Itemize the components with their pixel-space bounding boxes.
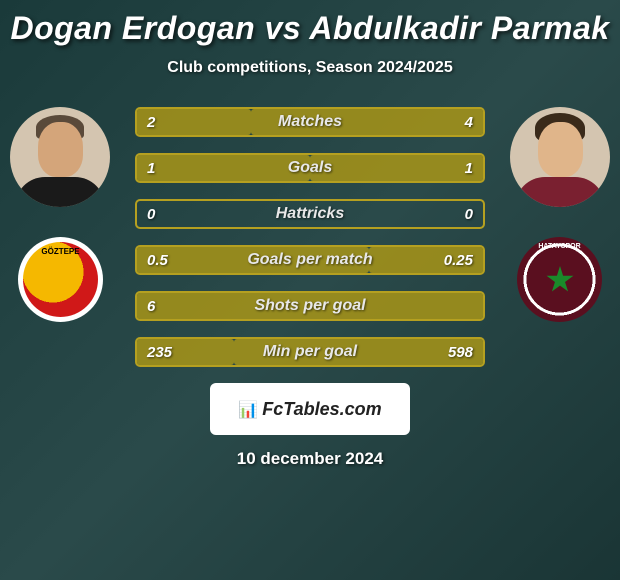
player1-club-badge [18, 237, 103, 322]
stat-value-left: 1 [147, 160, 155, 177]
chart-icon: 📊 [238, 400, 258, 420]
stat-value-left: 2 [147, 114, 155, 131]
stat-label: Matches [278, 113, 342, 131]
brand-badge: 📊FcTables.com [210, 383, 410, 435]
goztepe-badge-icon [23, 242, 98, 317]
player1-avatar [10, 107, 110, 207]
stat-value-left: 235 [147, 344, 172, 361]
stat-value-left: 0 [147, 206, 155, 223]
player2-avatar [510, 107, 610, 207]
brand-text: FcTables.com [262, 399, 381, 419]
stat-label: Min per goal [263, 343, 357, 361]
season-subtitle: Club competitions, Season 2024/2025 [0, 59, 620, 77]
stat-value-left: 0.5 [147, 252, 168, 269]
stat-value-right: 0.25 [444, 252, 473, 269]
stat-row: 235 598 Min per goal [135, 337, 485, 367]
stat-row: 1 1 Goals [135, 153, 485, 183]
stat-label: Hattricks [276, 205, 344, 223]
hatayspor-badge-icon [517, 237, 602, 322]
stat-row: 0.5 0.25 Goals per match [135, 245, 485, 275]
stat-value-right: 1 [465, 160, 473, 177]
player2-club-badge [517, 237, 602, 322]
stat-value-right: 598 [448, 344, 473, 361]
stats-list: 2 4 Matches 1 1 Goals 0 0 Hattricks 0.5 0.25 Goals … [135, 107, 485, 367]
stat-label: Shots per goal [254, 297, 365, 315]
stat-label: Goals per match [247, 251, 372, 269]
stat-fill-left [137, 155, 310, 181]
stat-fill-right [310, 155, 483, 181]
comparison-panel: 2 4 Matches 1 1 Goals 0 0 Hattricks 0.5 0.25 Goals … [0, 107, 620, 367]
stat-row: 2 4 Matches [135, 107, 485, 137]
stat-row: 6 Shots per goal [135, 291, 485, 321]
comparison-title: Dogan Erdogan vs Abdulkadir Parmak [0, 0, 620, 47]
stat-label: Goals [288, 159, 332, 177]
stat-value-right: 4 [465, 114, 473, 131]
footer-date: 10 december 2024 [0, 449, 620, 469]
stat-value-right: 0 [465, 206, 473, 223]
stat-value-left: 6 [147, 298, 155, 315]
stat-row: 0 0 Hattricks [135, 199, 485, 229]
